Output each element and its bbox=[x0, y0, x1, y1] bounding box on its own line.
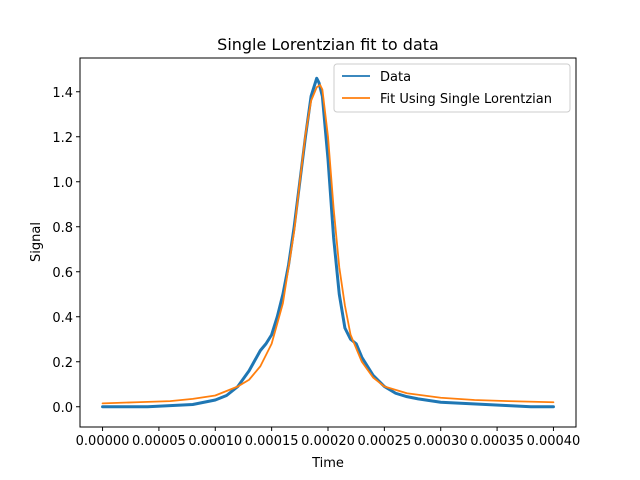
legend-label: Fit Using Single Lorentzian bbox=[380, 92, 552, 107]
x-tick-label: 0.00000 bbox=[76, 434, 130, 449]
plot-area bbox=[80, 58, 576, 427]
x-tick-label: 0.00010 bbox=[188, 434, 242, 449]
series-layer bbox=[101, 76, 555, 409]
x-tick-label: 0.00015 bbox=[245, 434, 299, 449]
plot-background bbox=[80, 58, 576, 427]
x-tick-label: 0.00020 bbox=[301, 434, 355, 449]
legend: Data Fit Using Single Lorentzian bbox=[333, 63, 571, 113]
x-tick-label: 0.00025 bbox=[357, 434, 411, 449]
y-tick-label: 0.4 bbox=[52, 311, 73, 326]
y-tick-label: 1.2 bbox=[52, 131, 73, 146]
chart-title: Single Lorentzian fit to data bbox=[217, 35, 439, 54]
series-line-fit-using-single-lorentzian bbox=[101, 84, 555, 405]
x-tick-label: 0.00005 bbox=[132, 434, 186, 449]
y-tick-label: 0.8 bbox=[52, 221, 73, 236]
y-tick-label: 0.2 bbox=[52, 356, 73, 371]
y-tick-label: 0.6 bbox=[52, 266, 73, 281]
legend-box bbox=[333, 63, 571, 113]
axes-layer: 0.00000 0.00005 0.00010 0.00015 0.00020 0.000… bbox=[52, 57, 581, 449]
legend-label: Data bbox=[380, 70, 411, 85]
x-tick-label: 0.00030 bbox=[414, 434, 468, 449]
series-line-data bbox=[101, 76, 555, 409]
x-tick-label: 0.00040 bbox=[527, 434, 581, 449]
x-axis-label: Time bbox=[311, 456, 344, 471]
y-tick-label: 1.4 bbox=[52, 86, 73, 101]
x-tick-label: 0.00035 bbox=[470, 434, 524, 449]
y-axis-label: Signal bbox=[29, 222, 44, 262]
y-tick-label: 0.0 bbox=[52, 401, 73, 416]
y-tick-label: 1.0 bbox=[52, 176, 73, 191]
